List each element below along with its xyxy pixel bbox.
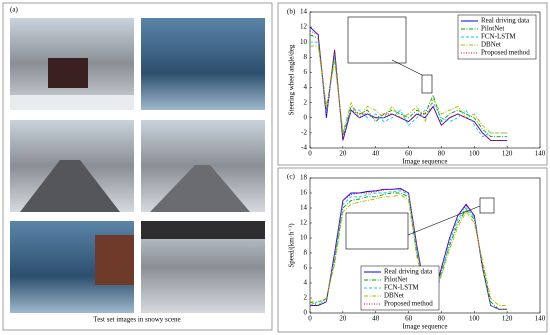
panel-label: (c) — [287, 173, 295, 181]
photo-road — [20, 160, 120, 212]
y-tick-label: 12 — [300, 23, 308, 31]
y-axis-label: Speed/(km·h⁻¹) — [288, 223, 296, 268]
x-tick-label: 60 — [405, 315, 413, 323]
photo-bridge — [141, 221, 265, 239]
y-tick-label: 4 — [304, 279, 308, 287]
x-tick-label: 40 — [372, 315, 380, 323]
legend-label: PilotNet — [384, 276, 407, 284]
legend-label: Proposed method — [384, 300, 433, 308]
x-tick-label: 20 — [339, 315, 347, 323]
y-tick-label: 10 — [300, 234, 308, 242]
inset-frame — [347, 16, 407, 64]
y-tick-label: 14 — [300, 8, 308, 16]
zoom-box — [479, 197, 495, 214]
y-tick-label: 2 — [304, 98, 308, 106]
y-tick-label: 2 — [304, 294, 308, 302]
series-line — [309, 192, 508, 310]
x-tick-label: 120 — [502, 315, 513, 323]
y-tick-label: 0 — [304, 309, 308, 317]
y-axis-label: Steering wheel angle/deg — [288, 44, 296, 115]
y-tick-label: 18 — [300, 174, 308, 182]
inset-frame — [345, 212, 409, 250]
plot-area — [309, 11, 541, 149]
photo — [141, 18, 265, 110]
legend-label: FCN-LSTM — [481, 33, 516, 41]
x-tick-label: 100 — [469, 315, 480, 323]
y-tick-label: -4 — [301, 144, 307, 152]
legend-label: PilotNet — [481, 25, 504, 33]
x-tick-label: 80 — [438, 315, 446, 323]
photo-car — [48, 58, 88, 88]
x-tick-label: 0 — [308, 150, 312, 158]
y-tick-label: -2 — [301, 128, 307, 136]
series-line — [310, 188, 508, 310]
y-tick-label: 8 — [304, 53, 308, 61]
y-tick-label: 8 — [304, 249, 308, 257]
y-tick-label: 12 — [300, 219, 308, 227]
caption: Test set images in snowy scene — [93, 316, 180, 324]
series-line — [310, 41, 508, 138]
x-tick-label: 120 — [502, 150, 513, 158]
y-tick-label: 10 — [300, 38, 308, 46]
legend-label: Real driving data — [481, 17, 530, 25]
x-tick-label: 60 — [405, 150, 413, 158]
legend-label: DBNet — [384, 292, 404, 300]
photo-snow — [10, 95, 134, 110]
y-tick-label: 6 — [304, 68, 308, 76]
x-tick-label: 80 — [438, 150, 446, 158]
x-tick-label: 40 — [372, 150, 380, 158]
y-tick-label: 16 — [300, 189, 308, 197]
legend-label: FCN-LSTM — [384, 284, 419, 292]
panel-a-frame — [2, 2, 273, 331]
x-axis-label: Image sequence — [403, 323, 448, 331]
y-tick-label: 4 — [304, 83, 308, 91]
legend-label: DBNet — [481, 41, 501, 49]
x-tick-label: 0 — [308, 315, 312, 323]
x-axis-label: Image sequence — [403, 158, 448, 166]
y-tick-label: 0 — [304, 113, 308, 121]
panel-c-frame — [277, 167, 548, 333]
legend-label: Real driving data — [384, 268, 433, 276]
y-tick-label: 14 — [300, 204, 308, 212]
plot-area — [309, 177, 541, 314]
photos — [10, 18, 265, 313]
zoom-arrow — [391, 59, 423, 76]
series-line — [309, 26, 508, 141]
x-tick-label: 140 — [535, 150, 546, 158]
panel-b-frame — [277, 2, 548, 166]
zoom-box — [421, 74, 433, 94]
x-tick-label: 100 — [469, 150, 480, 158]
panel-label: (a) — [10, 6, 18, 14]
photo-building — [95, 235, 134, 285]
series-line — [310, 45, 508, 134]
x-tick-label: 20 — [339, 150, 347, 158]
y-tick-label: 6 — [304, 264, 308, 272]
series-line — [310, 194, 508, 306]
zoom-arrow — [407, 205, 481, 236]
panel-label: (b) — [287, 8, 296, 16]
legend-label: Proposed method — [481, 49, 530, 57]
x-tick-label: 140 — [535, 315, 546, 323]
photo-road — [150, 165, 250, 212]
